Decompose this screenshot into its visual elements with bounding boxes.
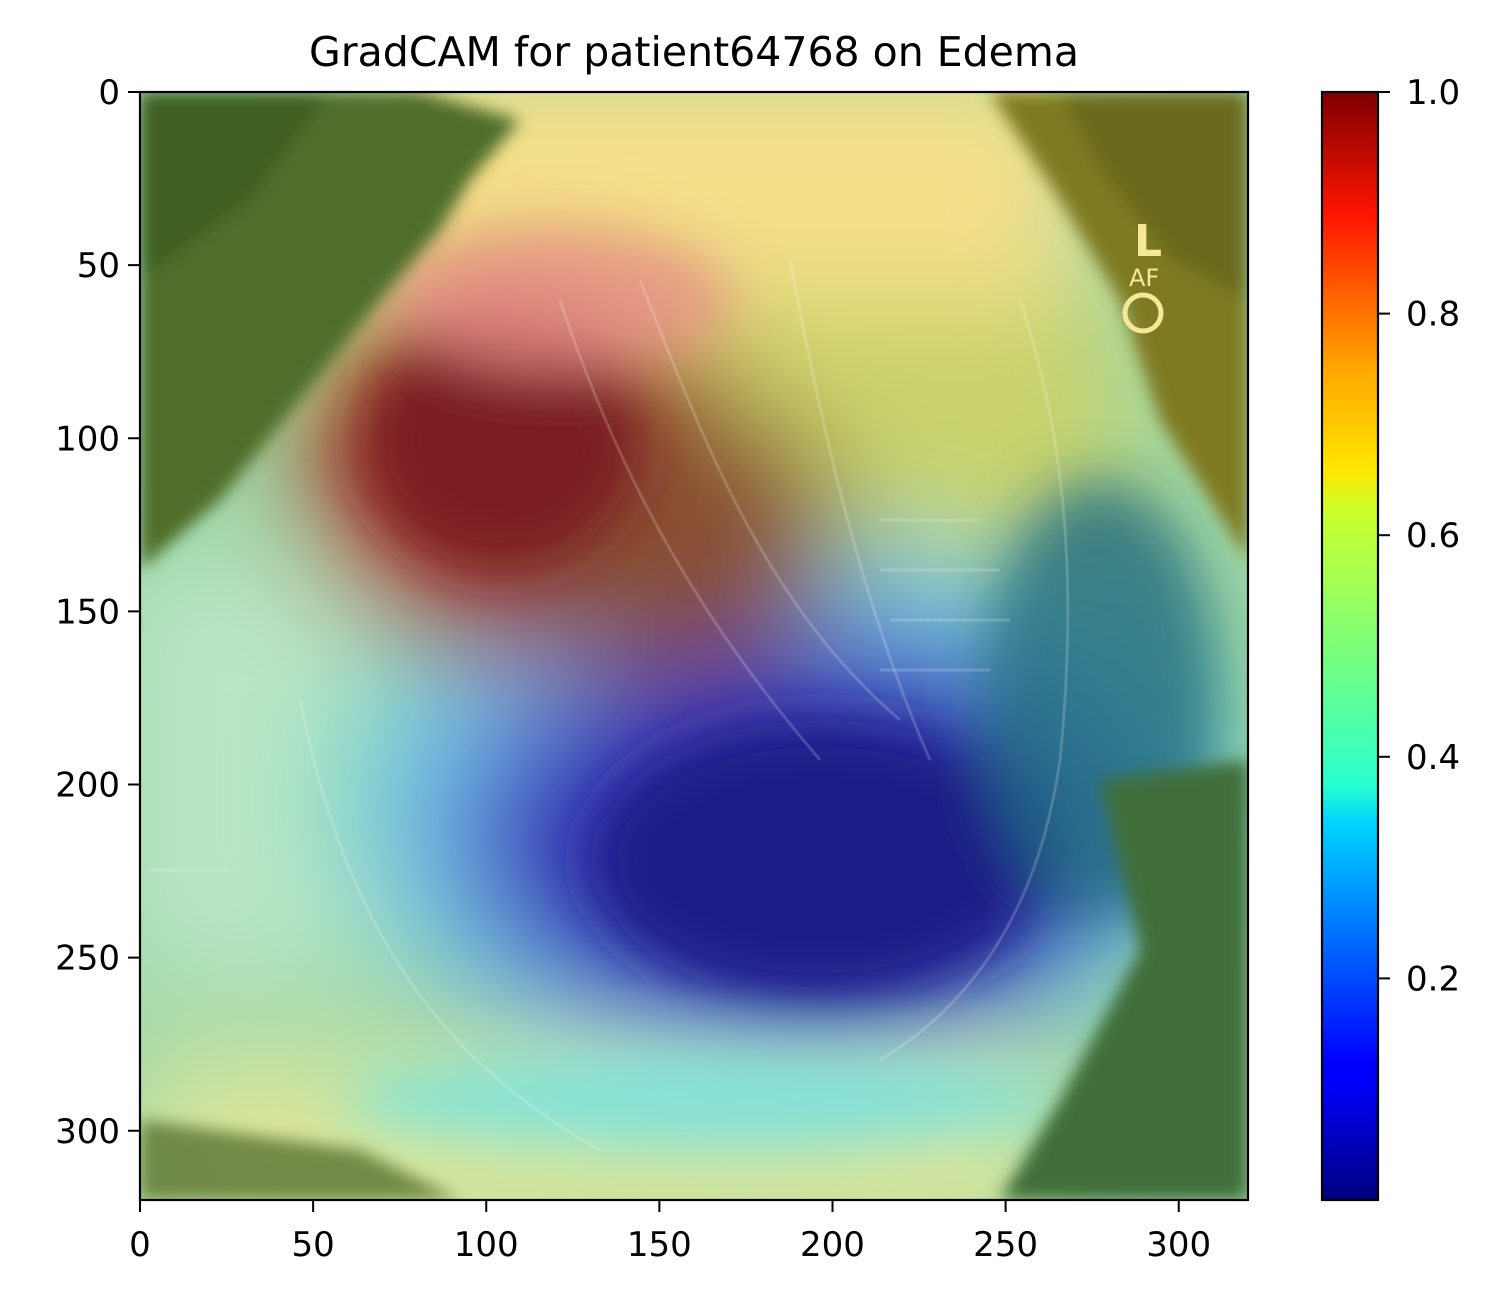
colorbar-tick-label: 0.8 bbox=[1406, 295, 1460, 335]
y-tick-label: 100 bbox=[55, 419, 120, 459]
colorbar-tick-label: 0.2 bbox=[1406, 959, 1460, 999]
colorbar bbox=[1322, 92, 1378, 1200]
y-tick-label: 200 bbox=[55, 766, 120, 806]
x-tick-label: 100 bbox=[454, 1225, 519, 1265]
y-tick-label: 300 bbox=[55, 1112, 120, 1152]
y-tick-label: 150 bbox=[55, 592, 120, 632]
x-tick-label: 200 bbox=[800, 1225, 865, 1265]
x-tick-label: 250 bbox=[973, 1225, 1038, 1265]
x-axis: 0 50 100 150 200 250 300 bbox=[129, 1200, 1211, 1265]
y-tick-label: 0 bbox=[98, 73, 120, 113]
x-tick-label: 300 bbox=[1146, 1225, 1211, 1265]
image-marker-af: AF bbox=[1129, 264, 1159, 292]
y-tick-label: 50 bbox=[77, 246, 120, 286]
x-tick-label: 0 bbox=[129, 1225, 151, 1265]
image-marker bbox=[1122, 292, 1164, 334]
colorbar-frame bbox=[1320, 90, 1380, 1202]
x-tick-label: 150 bbox=[627, 1225, 692, 1265]
x-ray-texture bbox=[150, 259, 1070, 1152]
plot-frame bbox=[138, 90, 1250, 1202]
colorbar-tick-label: 0.6 bbox=[1406, 516, 1460, 556]
y-axis: 0 50 100 150 200 250 300 bbox=[55, 73, 140, 1152]
y-tick-label: 250 bbox=[55, 939, 120, 979]
image-marker-l: L bbox=[1134, 216, 1162, 267]
colorbar-axis: 0.2 0.4 0.6 0.8 1.0 bbox=[1378, 73, 1460, 999]
chart-title: GradCAM for patient64768 on Edema bbox=[309, 28, 1079, 76]
colorbar-tick-label: 1.0 bbox=[1406, 73, 1460, 113]
heatmap-image: L AF bbox=[140, 92, 1248, 1200]
x-ray-edges bbox=[140, 92, 1248, 1200]
colorbar-tick-label: 0.4 bbox=[1406, 738, 1460, 778]
x-tick-label: 50 bbox=[291, 1225, 334, 1265]
heat-accents bbox=[340, 230, 1220, 1150]
